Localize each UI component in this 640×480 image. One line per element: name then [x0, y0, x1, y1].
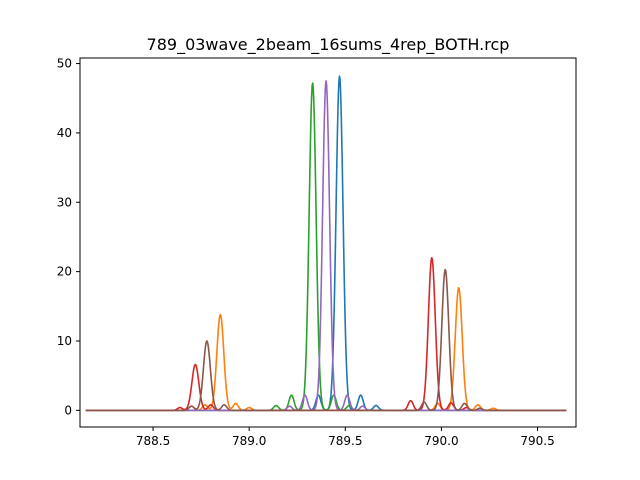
y-tick-label: 40 — [57, 126, 72, 140]
x-axis: 788.5 789.0 789.5 790.0 790.5 — [136, 427, 555, 448]
y-axis: 0 10 20 30 40 50 — [57, 57, 80, 417]
y-tick-label: 20 — [57, 265, 72, 279]
series-line-4 — [85, 256, 567, 412]
x-tick-label: 789.5 — [328, 434, 362, 448]
x-tick-label: 789.0 — [232, 434, 266, 448]
y-tick-label: 10 — [57, 334, 72, 348]
x-tick-label: 790.0 — [424, 434, 458, 448]
series-group — [85, 75, 567, 412]
series-line-5 — [85, 80, 567, 412]
plot-area-frame — [79, 57, 577, 428]
y-tick-label: 50 — [57, 57, 72, 71]
chart-title: 789_03wave_2beam_16sums_4rep_BOTH.rcp — [147, 35, 510, 55]
series-line-3 — [85, 82, 567, 412]
series-line-1 — [85, 75, 567, 412]
y-tick-label: 0 — [64, 403, 72, 417]
x-tick-label: 788.5 — [136, 434, 170, 448]
y-tick-label: 30 — [57, 195, 72, 209]
series-line-6 — [85, 268, 567, 412]
series-line-2 — [85, 287, 567, 412]
x-tick-label: 790.5 — [520, 434, 554, 448]
